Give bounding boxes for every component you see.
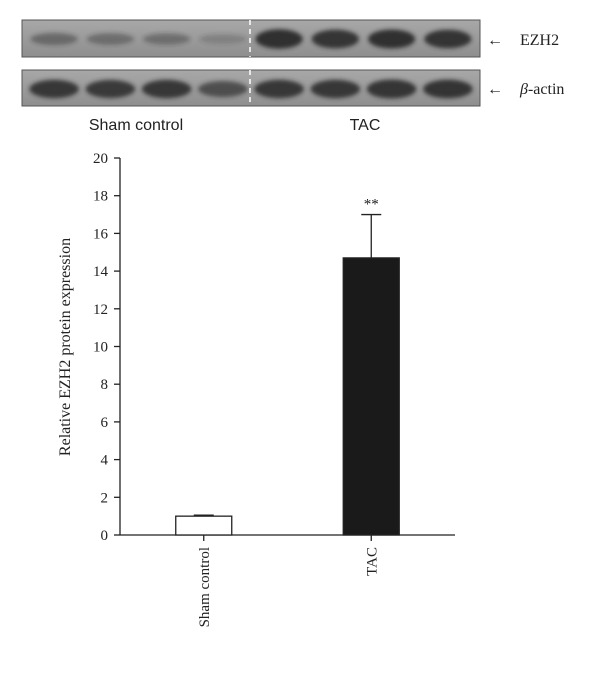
actin-band: [198, 81, 248, 97]
y-tick-label: 18: [93, 189, 108, 205]
actin-band: [141, 79, 192, 99]
actin-blot-strip: [21, 69, 481, 107]
ezh2-band: [86, 33, 134, 45]
y-tick-label: 10: [93, 340, 108, 356]
y-tick-label: 12: [93, 302, 108, 318]
bars: [175, 213, 400, 536]
actin-marker-label: β-actin: [519, 81, 564, 98]
y-tick-label: 8: [101, 377, 109, 393]
ezh2-blot-strip: [21, 19, 481, 58]
ezh2-bands: [30, 29, 472, 49]
y-axis-label: Relative EZH2 protein expression: [57, 238, 74, 456]
y-tick-label: 2: [101, 490, 109, 506]
bar-chart: 0 2 4 6 8 10 12 14 16 18 20 Sham control TAC ** Rel…: [57, 151, 455, 627]
x-tick-label: Sham control: [197, 547, 213, 627]
ezh2-band: [255, 29, 303, 49]
significance-annotation: **: [364, 197, 379, 213]
ezh2-band: [368, 29, 416, 49]
marker-actin: ← β-actin: [487, 81, 564, 98]
y-tick-label: 6: [101, 415, 109, 431]
y-axis: 0 2 4 6 8 10 12 14 16 18 20: [93, 151, 121, 544]
y-tick-label: 4: [101, 453, 109, 469]
actin-suffix: -actin: [528, 81, 564, 98]
actin-bands: [29, 79, 473, 99]
actin-band: [85, 79, 136, 99]
blot-group-label-tac: TAC: [350, 117, 381, 134]
actin-band: [423, 79, 473, 99]
y-tick-label: 20: [93, 151, 108, 167]
actin-band: [310, 79, 361, 99]
y-tick-label: 14: [93, 264, 109, 280]
ezh2-arrow: ←: [487, 32, 503, 49]
y-tick-label: 0: [101, 528, 109, 544]
actin-arrow: ←: [487, 81, 503, 98]
ezh2-band: [311, 29, 359, 49]
ezh2-band: [199, 34, 247, 44]
marker-ezh2: ← EZH2: [487, 32, 559, 49]
actin-band: [29, 79, 79, 99]
ezh2-band: [143, 33, 191, 45]
ezh2-band: [424, 29, 472, 49]
ezh2-band: [30, 32, 78, 46]
annotations: **: [364, 197, 379, 213]
actin-band: [254, 79, 304, 99]
actin-band: [366, 79, 417, 99]
bar: [175, 515, 233, 536]
western-blot-panel: ← EZH2 ← β-actin Sham control TAC: [21, 19, 564, 134]
ezh2-marker-label: EZH2: [520, 32, 559, 49]
actin-beta-symbol: β: [519, 81, 528, 98]
y-tick-label: 16: [93, 226, 109, 242]
x-tick-label: TAC: [364, 547, 380, 576]
x-axis: Sham control TAC: [120, 534, 455, 627]
bar: [342, 257, 400, 536]
blot-group-label-sham: Sham control: [89, 117, 183, 134]
